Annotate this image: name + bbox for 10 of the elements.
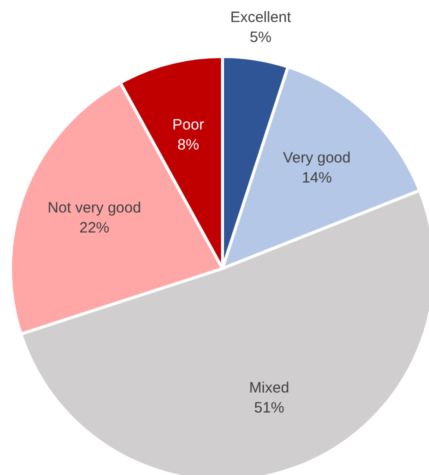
data-label: 14% (302, 170, 332, 187)
slice-label: Very good (283, 150, 351, 167)
data-label: 8% (177, 136, 200, 154)
slice-label: Poor (172, 116, 204, 134)
slice-label: Mixed (249, 380, 290, 397)
slice-label: Not very good (48, 199, 142, 216)
data-label: 5% (250, 29, 272, 46)
slice-label: Excellent (230, 9, 292, 26)
data-label: 51% (254, 400, 284, 417)
data-label: 22% (79, 219, 110, 236)
